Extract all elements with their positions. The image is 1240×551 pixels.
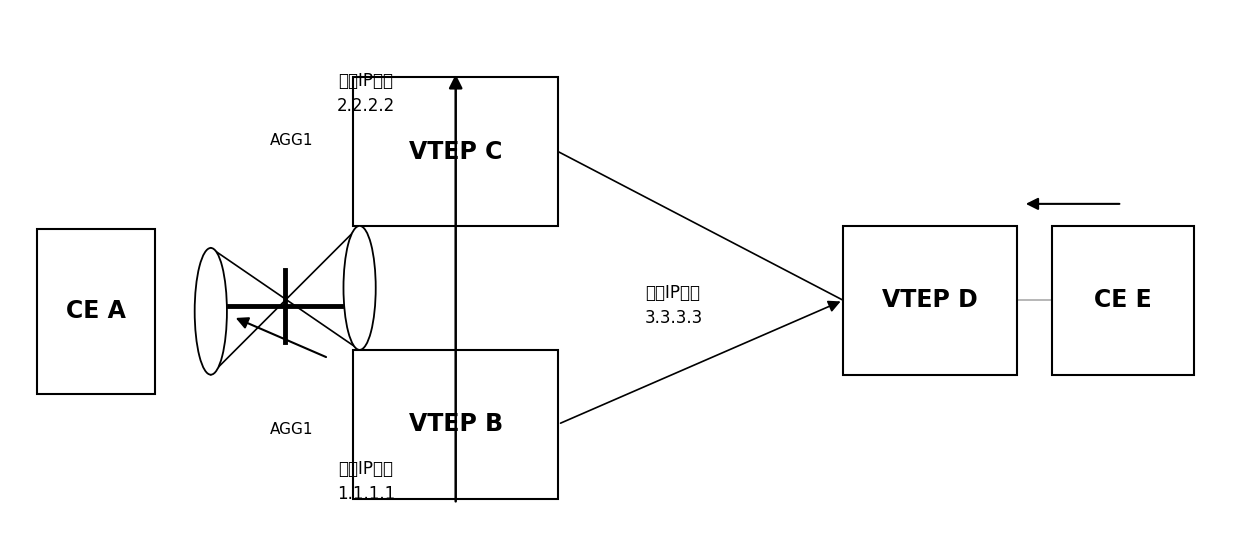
FancyBboxPatch shape: [353, 77, 558, 226]
Text: AGG1: AGG1: [270, 422, 314, 437]
FancyBboxPatch shape: [37, 229, 155, 394]
Text: CE A: CE A: [66, 299, 126, 323]
Text: AGG1: AGG1: [270, 133, 314, 148]
FancyBboxPatch shape: [843, 226, 1017, 375]
Ellipse shape: [195, 248, 227, 375]
Text: 实际IP地址
1.1.1.1: 实际IP地址 1.1.1.1: [337, 460, 394, 503]
Text: VTEP B: VTEP B: [409, 412, 502, 436]
Text: 实际IP地址
2.2.2.2: 实际IP地址 2.2.2.2: [337, 72, 394, 115]
Ellipse shape: [343, 226, 376, 350]
Text: CE E: CE E: [1094, 288, 1152, 312]
Text: VTEP C: VTEP C: [409, 139, 502, 164]
Text: 虚拟IP地址
3.3.3.3: 虚拟IP地址 3.3.3.3: [645, 284, 703, 327]
Text: VTEP D: VTEP D: [882, 288, 978, 312]
FancyBboxPatch shape: [353, 350, 558, 499]
FancyBboxPatch shape: [1052, 226, 1194, 375]
